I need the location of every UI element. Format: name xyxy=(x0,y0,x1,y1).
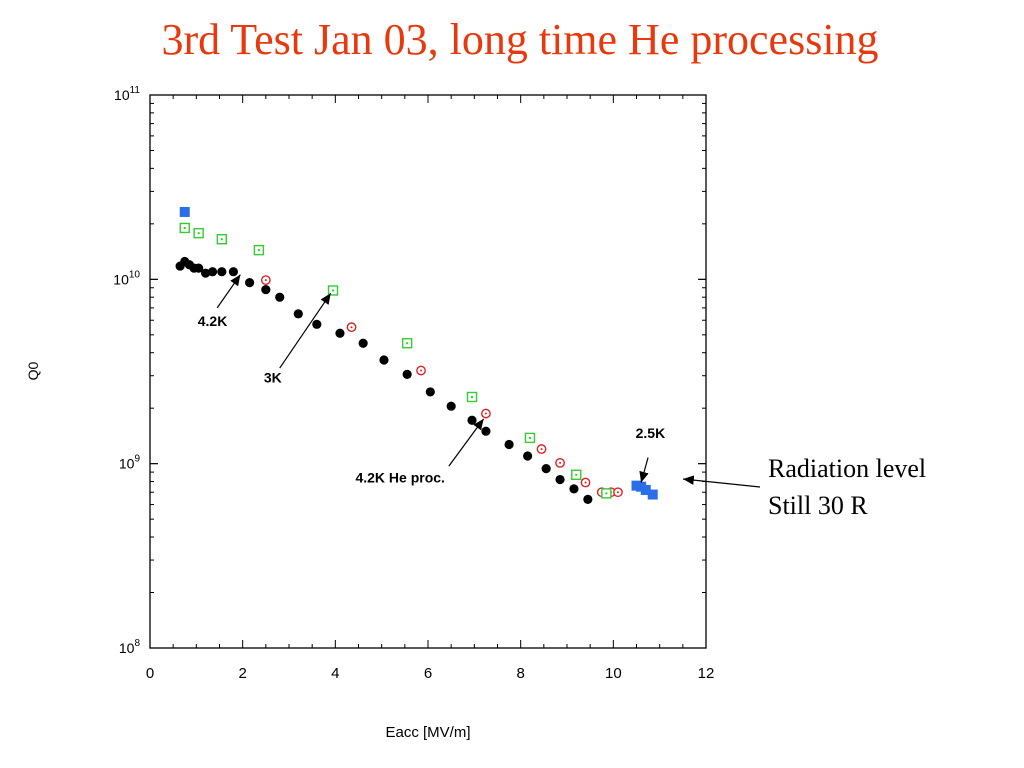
green-data-point-center xyxy=(471,395,474,398)
annotation-arrow xyxy=(279,292,332,369)
tick-labels: 0 2 4 6 8 10 12 108 109 1010 1011 xyxy=(113,85,714,682)
x-tick-label: 2 xyxy=(238,665,246,682)
x-tick-label: 4 xyxy=(331,665,339,682)
green-data-point-center xyxy=(575,473,578,476)
black-data-point xyxy=(446,401,456,411)
green-data-point-center xyxy=(332,289,335,292)
data-points xyxy=(175,206,658,504)
black-data-point xyxy=(207,267,218,277)
axis-ticks xyxy=(149,94,707,649)
green-data-point-center xyxy=(528,436,531,439)
slide-title: 3rd Test Jan 03, long time He processing xyxy=(161,15,879,64)
radiation-value-note: Still 30 R xyxy=(768,491,868,520)
y-tick-label: 1010 xyxy=(113,269,140,287)
black-data-point xyxy=(217,267,227,277)
green-data-point-center xyxy=(406,342,409,345)
red-data-point-center xyxy=(484,412,487,415)
red-data-point-center xyxy=(616,491,619,494)
radiation-arrow xyxy=(682,475,761,488)
black-data-point xyxy=(425,387,435,397)
y-axis-label: Q0 xyxy=(25,361,41,380)
annotation-label: 3K xyxy=(264,370,282,386)
black-data-point xyxy=(194,263,204,273)
black-data-point xyxy=(541,464,551,474)
plot-frame xyxy=(149,94,707,649)
red-data-point-center xyxy=(584,481,587,484)
black-data-point xyxy=(481,426,491,436)
radiation-level-note: Radiation level xyxy=(768,454,927,483)
y-tick-label: 109 xyxy=(119,454,141,472)
red-data-point-center xyxy=(540,448,543,451)
black-data-point xyxy=(555,474,565,485)
black-data-point xyxy=(583,494,593,504)
y-tick-label: 108 xyxy=(119,638,141,656)
black-data-point xyxy=(275,292,285,302)
y-tick-label: 1011 xyxy=(114,85,140,103)
red-data-point-center xyxy=(264,279,267,282)
annotation-arrow xyxy=(448,418,485,467)
black-data-point xyxy=(379,355,389,365)
black-data-point xyxy=(335,328,345,338)
black-data-point xyxy=(402,369,412,379)
x-tick-label: 10 xyxy=(605,665,622,682)
black-data-point xyxy=(523,451,533,461)
x-tick-label: 6 xyxy=(424,665,432,682)
black-data-point xyxy=(201,268,211,278)
black-data-point xyxy=(569,484,579,494)
annotation-arrow xyxy=(216,274,241,309)
black-data-point xyxy=(467,415,477,425)
black-data-point xyxy=(245,278,255,288)
annotations: 4.2K 3K 4.2K He proc. 2.5K xyxy=(198,274,666,486)
black-data-point xyxy=(358,338,368,348)
green-data-point-center xyxy=(257,249,260,252)
annotation-label: 2.5K xyxy=(636,425,666,441)
x-axis-label: Eacc [MV/m] xyxy=(385,724,470,741)
green-data-point-center xyxy=(605,492,608,495)
black-data-point xyxy=(228,267,238,277)
blue-data-point xyxy=(179,206,190,217)
red-data-point-center xyxy=(350,326,353,329)
x-tick-label: 0 xyxy=(146,665,154,682)
black-data-point xyxy=(504,439,514,450)
black-data-point xyxy=(293,309,303,319)
red-data-point-center xyxy=(420,369,423,372)
x-tick-label: 8 xyxy=(516,665,524,682)
x-tick-label: 12 xyxy=(698,665,715,682)
black-data-point xyxy=(261,284,271,295)
annotation-label: 4.2K He proc. xyxy=(355,470,444,486)
blue-data-point xyxy=(647,489,658,500)
blue-data-point xyxy=(640,484,651,495)
green-data-point-center xyxy=(183,226,186,229)
red-data-point-center xyxy=(559,461,562,464)
annotation-label: 4.2K xyxy=(198,313,228,329)
black-data-point xyxy=(312,319,322,329)
annotation-arrow xyxy=(639,457,649,483)
green-data-point-center xyxy=(197,232,200,235)
green-data-point-center xyxy=(220,238,223,241)
